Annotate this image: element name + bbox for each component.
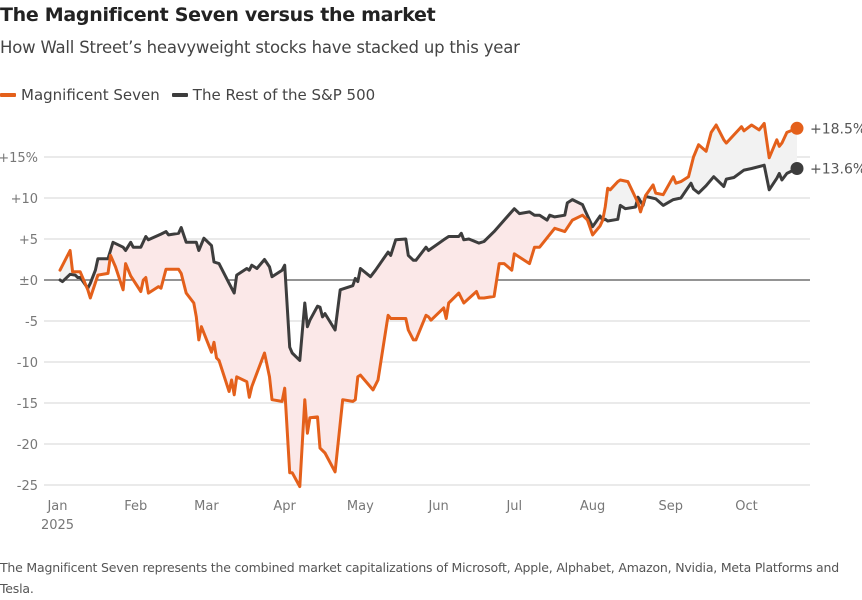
legend-item-rest: The Rest of the S&P 500 — [171, 86, 376, 104]
y-tick-label: -15 — [17, 397, 38, 412]
x-tick-label: Mar — [194, 499, 219, 514]
y-tick-label: +10 — [11, 192, 38, 207]
end-marker-mag7 — [790, 121, 804, 135]
end-marker-rest — [790, 161, 804, 175]
series-lines — [58, 121, 799, 489]
x-tick-label: May — [347, 499, 374, 514]
y-tick-label: ±0 — [19, 274, 38, 289]
line-chart: +15% +10 +5 ±0 -5 -10 -15 -20 -25 Jan 2025 Feb Mar A… — [0, 121, 862, 533]
legend-label-mag7: Magnificent Seven — [21, 86, 160, 104]
x-tick-label: Feb — [124, 499, 147, 514]
legend-swatch-rest — [171, 93, 188, 97]
legend-item-mag7: Magnificent Seven — [0, 86, 160, 104]
end-label-rest: +13.6% — [810, 161, 862, 177]
x-tick-label: Apr — [273, 499, 296, 514]
chart-title: The Magnificent Seven versus the market — [0, 4, 436, 26]
legend-swatch-mag7 — [0, 93, 16, 97]
x-tick-label: Jun — [427, 499, 448, 514]
x-tick-label: Oct — [735, 499, 757, 514]
x-tick-label: Jan — [46, 499, 67, 514]
y-tick-label: +5 — [19, 233, 38, 248]
y-tick-label: +15% — [0, 151, 38, 166]
x-tick-label: Jul — [505, 499, 522, 514]
legend: Magnificent Seven The Rest of the S&P 50… — [0, 86, 375, 104]
y-tick-label: -25 — [17, 479, 38, 494]
legend-label-rest: The Rest of the S&P 500 — [192, 86, 376, 104]
y-tick-label: -20 — [17, 438, 38, 453]
series-line-mag7 — [58, 121, 799, 489]
chart-subtitle: How Wall Street’s heavyweight stocks hav… — [0, 38, 520, 57]
end-label-mag7: +18.5% — [810, 121, 862, 137]
y-tick-label: -10 — [17, 356, 38, 371]
y-tick-label: -5 — [25, 315, 38, 330]
y-axis-labels: +15% +10 +5 ±0 -5 -10 -15 -20 -25 — [0, 151, 38, 494]
x-tick-label: Sep — [659, 499, 684, 514]
footnote: The Magnificent Seven represents the com… — [0, 560, 839, 596]
x-tick-year-label: 2025 — [41, 518, 74, 533]
gridlines — [44, 156, 810, 486]
x-tick-label: Aug — [580, 499, 605, 514]
end-markers: +18.5% +13.6% — [790, 121, 862, 177]
x-axis-labels: Jan 2025 Feb Mar Apr May Jun Jul Aug Sep Oct — [41, 499, 758, 533]
